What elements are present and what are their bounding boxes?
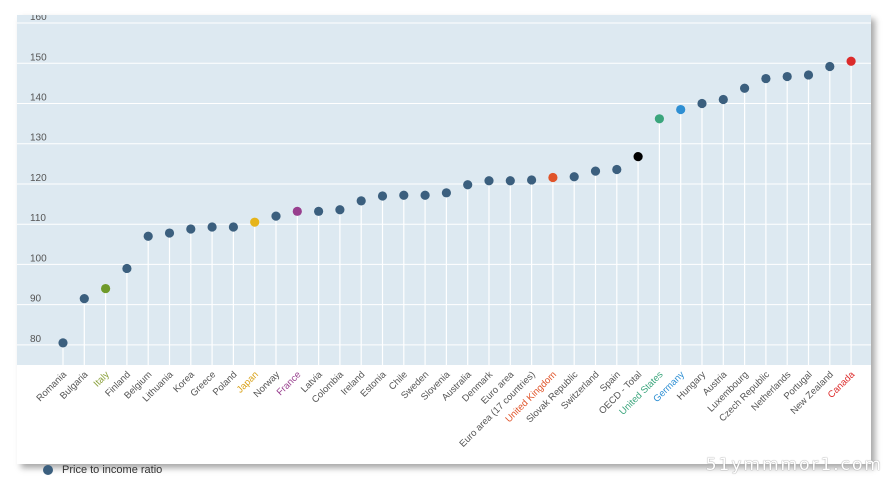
data-point xyxy=(399,191,408,200)
y-tick-label: 140 xyxy=(30,93,47,104)
data-point xyxy=(58,338,67,347)
y-tick-label: 160 xyxy=(30,15,47,23)
data-point xyxy=(293,207,302,216)
data-point xyxy=(101,284,110,293)
data-point xyxy=(378,191,387,200)
chart-svg: 8090100110120130140150160RomaniaBulgaria… xyxy=(17,15,871,464)
data-point xyxy=(208,222,217,231)
data-point xyxy=(314,207,323,216)
y-tick-label: 130 xyxy=(30,133,47,144)
data-point xyxy=(165,228,174,237)
legend-label: Price to income ratio xyxy=(62,464,162,476)
y-tick-label: 90 xyxy=(30,294,42,305)
data-point xyxy=(357,196,366,205)
data-point xyxy=(761,74,770,83)
x-tick-label: France xyxy=(275,369,304,398)
data-point xyxy=(484,176,493,185)
data-point xyxy=(122,264,131,273)
data-point xyxy=(442,188,451,197)
data-point xyxy=(421,191,430,200)
data-point xyxy=(570,172,579,181)
data-point xyxy=(804,70,813,79)
data-point xyxy=(335,205,344,214)
data-point xyxy=(719,95,728,104)
data-point xyxy=(825,62,834,71)
data-point xyxy=(783,72,792,81)
data-point xyxy=(463,180,472,189)
x-tick-label: Poland xyxy=(211,369,240,398)
data-point xyxy=(271,212,280,221)
data-point xyxy=(847,57,856,66)
data-point xyxy=(527,175,536,184)
data-point xyxy=(740,84,749,93)
data-point xyxy=(80,294,89,303)
data-point xyxy=(186,224,195,233)
legend-marker xyxy=(43,465,53,475)
data-point xyxy=(229,222,238,231)
data-point xyxy=(591,166,600,175)
y-tick-label: 80 xyxy=(30,334,42,345)
data-point xyxy=(676,105,685,114)
data-point xyxy=(144,232,153,241)
y-tick-label: 150 xyxy=(30,52,47,63)
data-point xyxy=(548,173,557,182)
data-point xyxy=(655,114,664,123)
data-point xyxy=(697,99,706,108)
data-point xyxy=(250,218,259,227)
y-tick-label: 120 xyxy=(30,173,47,184)
watermark: 51ymmmor1.com xyxy=(706,455,883,475)
y-tick-label: 110 xyxy=(30,213,46,224)
legend: Price to income ratio xyxy=(43,464,162,476)
data-point xyxy=(634,152,643,161)
data-point xyxy=(612,165,621,174)
y-tick-label: 100 xyxy=(30,253,47,264)
data-point xyxy=(506,176,515,185)
chart-frame: 80 90 100 110 120 130 140 150 160 Romania Bulgaria… xyxy=(17,15,871,464)
